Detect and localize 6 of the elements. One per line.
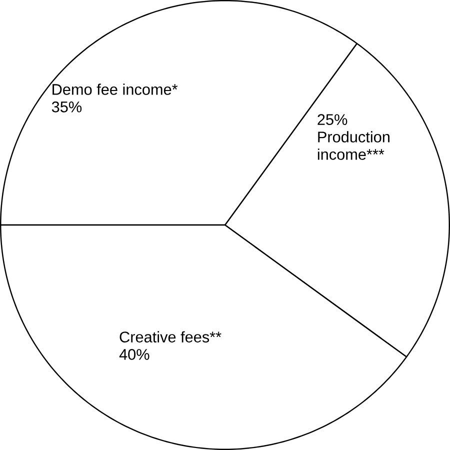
slice-label: Demo fee income* [52,84,178,95]
data-label: 35% [52,101,82,112]
data-label: 25% [318,114,348,126]
slice-label: Creative fees** [120,331,222,342]
slice-label: Production income*** [318,131,390,160]
data-label: 40% [119,349,150,360]
